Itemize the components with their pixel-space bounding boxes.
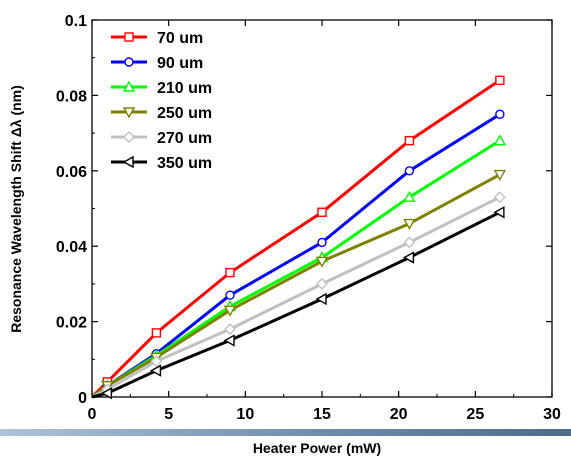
y-tick-label: 0.1: [65, 13, 87, 30]
x-tick-label: 0: [88, 406, 97, 423]
data-point: [224, 323, 236, 336]
y-tick-label: 0.04: [56, 239, 87, 256]
data-point: [317, 207, 327, 217]
x-tick-label: 30: [543, 406, 561, 423]
x-tick-label: 15: [313, 406, 331, 423]
series-6: [91, 206, 505, 400]
series-group: [90, 75, 507, 400]
legend: 70 um 90 um 210 um 250 um 270 um 350 um: [111, 30, 212, 172]
data-point: [493, 206, 505, 219]
data-point: [493, 134, 507, 146]
legend-item-4: 250 um: [111, 105, 212, 122]
legend-label: 250 um: [157, 105, 212, 122]
series-line: [91, 195, 501, 399]
data-point: [225, 267, 235, 278]
data-point: [225, 290, 235, 300]
legend-marker: [123, 131, 135, 143]
data-point: [402, 251, 415, 264]
y-tick-label: 0.02: [56, 315, 87, 332]
data-point: [403, 236, 416, 249]
legend-item-5: 270 um: [111, 130, 212, 147]
data-point: [316, 277, 328, 290]
data-point: [493, 191, 506, 204]
y-axis-label: Resonance Wavelength Shift Δλ (nm): [8, 85, 24, 333]
data-point: [315, 256, 329, 268]
legend-label: 350 um: [157, 155, 212, 172]
legend-label: 210 um: [157, 80, 212, 97]
data-point: [403, 218, 416, 231]
legend-item-6: 350 um: [111, 155, 212, 172]
series-1: [90, 75, 505, 399]
data-point: [223, 305, 237, 317]
axes: 0 5 10 15 20 25 30 0 0.02 0.04 0.06 0.08 0.1: [56, 13, 561, 423]
legend-marker: [122, 80, 136, 92]
legend-label: 270 um: [157, 130, 212, 147]
x-axis-label: Heater Power (mW): [253, 440, 381, 456]
y-tick-label: 0.08: [56, 88, 87, 105]
data-point: [495, 109, 505, 119]
legend-item-3: 210 um: [111, 80, 212, 97]
data-point: [315, 292, 327, 306]
legend-item-1: 70 um: [111, 30, 203, 47]
data-point: [223, 334, 235, 347]
x-tick-label: 5: [164, 406, 173, 423]
x-tick-label: 10: [236, 406, 254, 423]
decorative-band: [0, 429, 571, 436]
legend-marker: [124, 32, 134, 42]
data-point: [150, 355, 163, 368]
series-line: [90, 79, 501, 399]
y-tick-label: 0.06: [56, 164, 87, 181]
data-point: [151, 328, 162, 338]
legend-label: 90 um: [157, 55, 203, 72]
legend-label: 70 um: [157, 30, 203, 47]
legend-marker: [124, 57, 134, 67]
data-point: [403, 190, 416, 202]
legend-item-2: 90 um: [111, 55, 203, 72]
legend-marker: [122, 155, 134, 169]
y-tick-label: 0: [78, 390, 87, 407]
series-5: [91, 191, 506, 399]
data-point: [149, 364, 162, 377]
x-tick-label: 20: [390, 406, 408, 423]
data-point: [404, 135, 415, 146]
data-point: [100, 387, 113, 400]
data-point: [317, 237, 327, 248]
data-point: [404, 166, 415, 176]
x-tick-label: 25: [466, 406, 484, 423]
data-point: [493, 169, 507, 182]
legend-marker: [122, 107, 136, 119]
data-point: [495, 75, 505, 86]
